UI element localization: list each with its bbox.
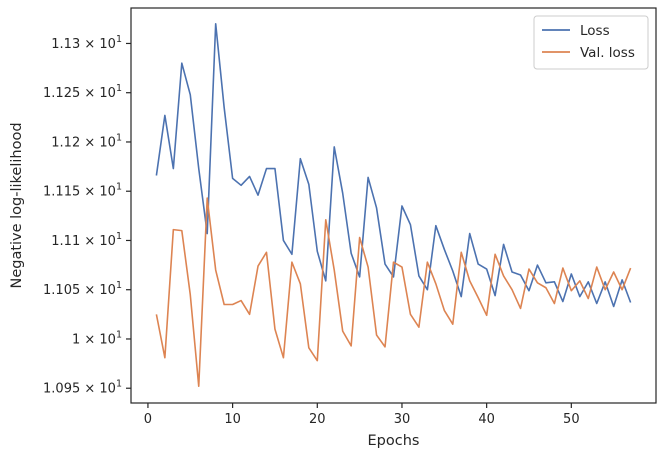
y-tick-exp: 1: [116, 329, 122, 340]
y-tick-base: 10: [99, 234, 116, 249]
legend-label: Loss: [580, 23, 610, 39]
y-tick-mantissa: 1.115: [43, 185, 80, 200]
series-line-val-loss: [155, 197, 632, 388]
y-tick-mantissa: 1.125: [43, 86, 80, 101]
y-tick-base: 10: [99, 37, 116, 52]
y-tick-base: 10: [99, 135, 116, 150]
y-tick-times: ×: [80, 37, 99, 52]
x-axis-label: Epochs: [368, 433, 420, 449]
y-tick-times: ×: [80, 332, 99, 347]
x-tick-label: 50: [563, 412, 580, 427]
axes-frame: [130, 7, 657, 404]
y-axis-label: Negative log-likelihood: [9, 122, 25, 288]
y-tick-label: 1.105 × 101: [43, 280, 122, 298]
y-tick-label: 1.12 × 101: [51, 132, 122, 150]
legend-label: Val. loss: [580, 45, 635, 61]
y-tick-times: ×: [80, 234, 99, 249]
y-tick-mantissa: 1.105: [43, 283, 80, 298]
x-tick-label: 20: [309, 412, 326, 427]
y-tick-times: ×: [80, 382, 99, 397]
y-tick-base: 10: [99, 283, 116, 298]
y-tick-mantissa: 1.095: [43, 382, 80, 397]
y-tick-exp: 1: [116, 280, 122, 291]
y-tick-times: ×: [80, 135, 99, 150]
y-tick-label: 1.125 × 101: [43, 83, 122, 101]
y-tick-label: 1.11 × 101: [51, 231, 122, 249]
y-tick-label: 1.095 × 101: [43, 379, 122, 397]
series-layer: [155, 22, 632, 388]
y-tick-exp: 1: [116, 379, 122, 390]
x-tick-label: 30: [394, 412, 411, 427]
y-tick-times: ×: [80, 283, 99, 298]
y-tick-base: 10: [99, 382, 116, 397]
y-tick-mantissa: 1.12: [51, 135, 80, 150]
y-tick-exp: 1: [116, 182, 122, 193]
series-line-loss: [155, 22, 632, 308]
y-tick-times: ×: [80, 185, 99, 200]
y-tick-exp: 1: [116, 83, 122, 94]
x-tick-label: 10: [224, 412, 241, 427]
y-tick-label: 1.13 × 101: [51, 34, 122, 52]
y-tick-exp: 1: [116, 34, 122, 45]
y-tick-base: 10: [99, 185, 116, 200]
x-tick-label: 0: [144, 412, 152, 427]
y-tick-mantissa: 1.13: [51, 37, 80, 52]
y-tick-exp: 1: [116, 132, 122, 143]
y-tick-base: 10: [99, 86, 116, 101]
y-tick-label: 1.115 × 101: [43, 182, 122, 200]
y-tick-mantissa: 1: [72, 332, 80, 347]
x-tick-label: 40: [478, 412, 495, 427]
y-tick-mantissa: 1.11: [51, 234, 80, 249]
legend: Loss Val. loss: [533, 15, 649, 70]
y-tick-times: ×: [80, 86, 99, 101]
y-tick-exp: 1: [116, 231, 122, 242]
y-tick-label: 1 × 101: [72, 329, 122, 347]
y-tick-base: 10: [99, 332, 116, 347]
x-axis-ticks: 0 10 20 30 40 50: [144, 403, 580, 427]
